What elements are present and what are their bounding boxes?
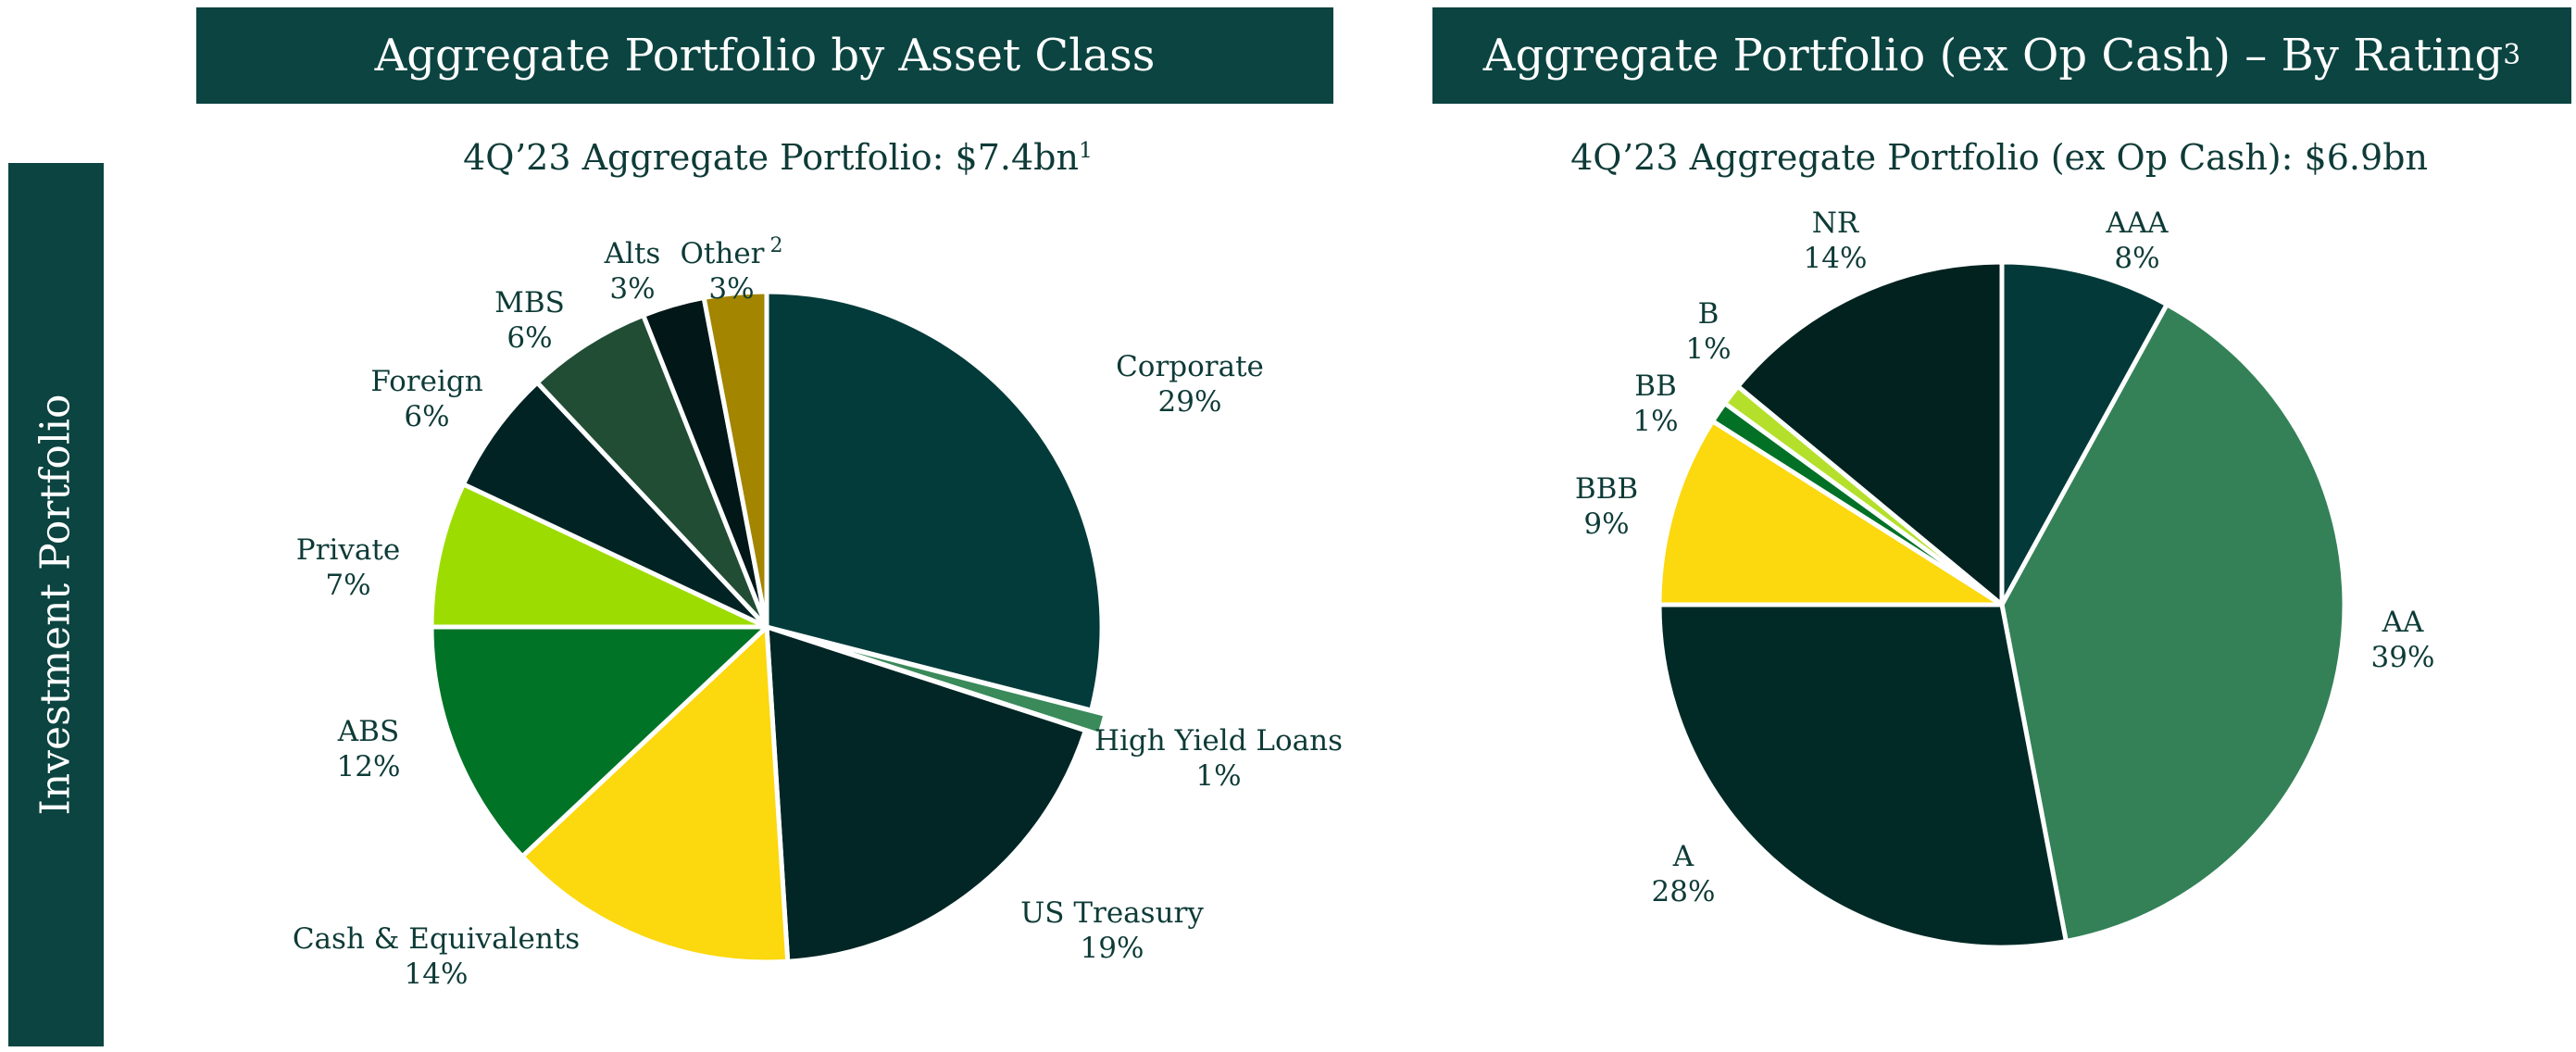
chart-rating-title-text: 4Q’23 Aggregate Portfolio (ex Op Cash): … — [1570, 137, 2428, 178]
pie-slice-us-treasury — [764, 624, 1088, 964]
slice-label-mbs: MBS 6% — [494, 286, 565, 355]
slice-label-b: B 1% — [1685, 297, 1731, 366]
pie-slice-corporate — [764, 289, 1105, 713]
slice-label-high-yield-loans: High Yield Loans 1% — [1094, 724, 1343, 793]
slice-label-cash-equivalents: Cash & Equivalents 14% — [293, 922, 580, 991]
slice-label-corporate: Corporate 29% — [1116, 350, 1264, 419]
slice-label-private: Private 7% — [296, 533, 400, 602]
slice-label-alts: Alts 3% — [604, 237, 661, 306]
slice-label-other: Other 2 3% — [680, 234, 782, 306]
sidebar-band — [8, 163, 104, 1046]
slice-label-bbb: BBB 9% — [1575, 472, 1638, 541]
pie-slice-other — [701, 289, 769, 630]
slice-label-aaa: AAA 8% — [2105, 207, 2169, 275]
slice-label-aa: AA 39% — [2371, 606, 2435, 674]
chart-asset-class-title: 4Q’23 Aggregate Portfolio: $7.4bn1 — [463, 137, 1093, 178]
pie-slice-nr — [1735, 259, 2005, 607]
pie-slice-bbb — [1657, 419, 2005, 607]
header-by-rating-title: Aggregate Portfolio (ex Op Cash) – By Ra… — [1482, 30, 2504, 81]
header-by-rating: Aggregate Portfolio (ex Op Cash) – By Ra… — [1432, 7, 2571, 104]
slice-label-nr: NR 14% — [1804, 207, 1868, 275]
header-asset-class: Aggregate Portfolio by Asset Class — [196, 7, 1333, 104]
pie-slice-foreign — [460, 380, 769, 630]
slice-label-foreign: Foreign 6% — [370, 365, 482, 433]
pie-slice-aa — [1999, 302, 2347, 944]
slice-label-abs: ABS 12% — [337, 715, 401, 783]
slice-label-us-treasury: US Treasury 19% — [1020, 896, 1204, 965]
pie-slice-private — [429, 482, 769, 630]
chart-rating-title: 4Q’23 Aggregate Portfolio (ex Op Cash): … — [1570, 137, 2428, 178]
pie-slice-cash-equivalents — [519, 624, 791, 965]
pie-slice-mbs — [534, 312, 769, 630]
chart-asset-class-title-footnote: 1 — [1078, 137, 1093, 164]
header-asset-class-title: Aggregate Portfolio by Asset Class — [374, 30, 1156, 81]
pie-slice-aaa — [1999, 259, 2170, 607]
chart-asset-class-title-text: 4Q’23 Aggregate Portfolio: $7.4bn — [463, 137, 1079, 178]
pie-slice-a — [1657, 602, 2069, 950]
slice-label-a: A 28% — [1652, 840, 1716, 908]
slice-label-bb: BB 1% — [1632, 369, 1678, 438]
pie-slice-abs — [429, 624, 769, 859]
